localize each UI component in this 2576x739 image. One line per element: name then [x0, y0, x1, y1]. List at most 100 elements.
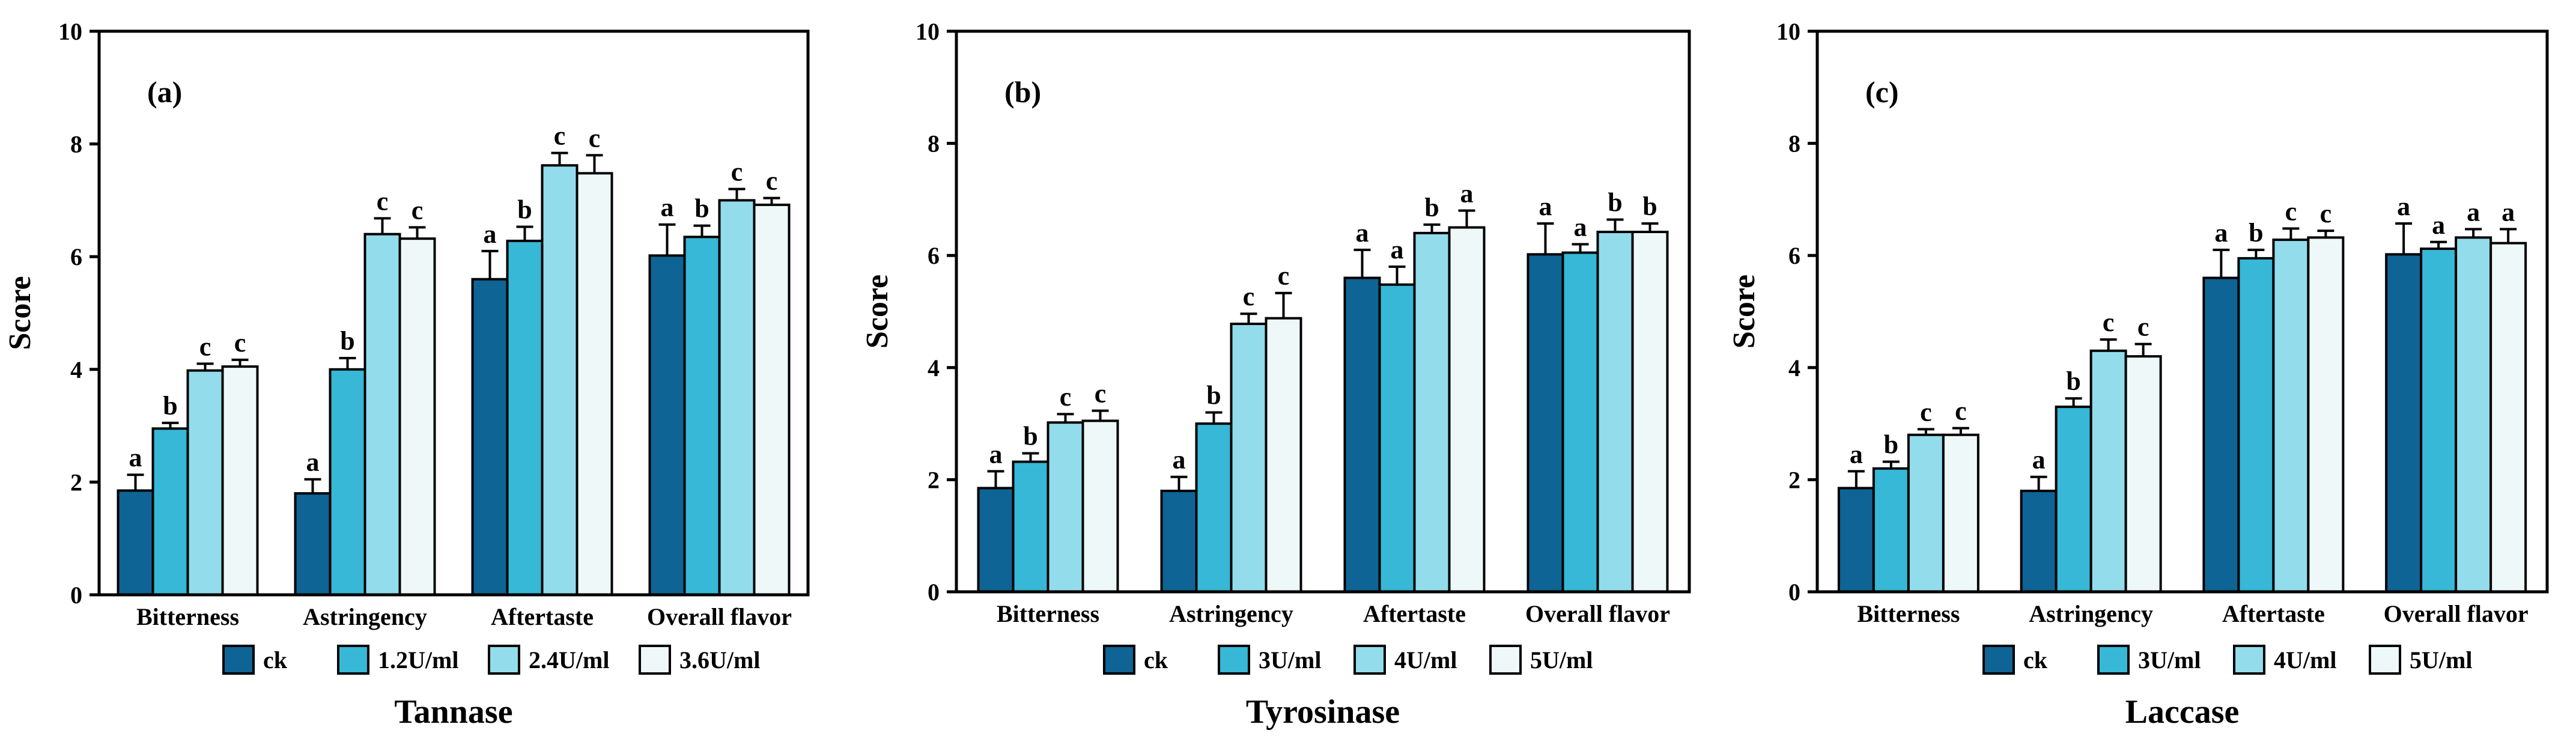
legend-label: 3.6U/ml — [679, 646, 760, 674]
significance-label: a — [1574, 213, 1587, 242]
category-label: Aftertaste — [1363, 600, 1466, 627]
bar-3uml-3 — [1561, 251, 1599, 594]
bar-36uml-0 — [221, 365, 259, 596]
bar-4uml-3 — [2455, 236, 2492, 593]
legend-swatch — [2097, 645, 2130, 675]
panel-label: (c) — [1865, 75, 1899, 109]
significance-label: c — [1060, 382, 1072, 412]
category-label: Astringency — [1169, 600, 1293, 627]
significance-label: a — [1850, 439, 1863, 469]
legend-label: 3U/ml — [1259, 646, 1321, 674]
y-tick-label: 10 — [1776, 18, 1800, 45]
y-tick-label: 4 — [1788, 354, 1800, 382]
bar-ck-0 — [1837, 487, 1875, 594]
significance-label: a — [2032, 445, 2046, 475]
bar-12uml-1 — [329, 368, 366, 596]
legend-swatch — [1103, 645, 1135, 675]
significance-label: b — [1424, 193, 1439, 222]
bar-4uml-0 — [1046, 421, 1084, 593]
significance-label: c — [234, 328, 246, 357]
legend-swatch — [2369, 645, 2401, 675]
significance-label: c — [1920, 397, 1932, 427]
bar-3uml-1 — [1195, 422, 1233, 593]
significance-label: c — [1955, 397, 1967, 426]
legend-label: ck — [2023, 646, 2048, 674]
bar-5uml-3 — [1631, 231, 1669, 594]
significance-label: c — [1095, 379, 1107, 409]
bar-3uml-3 — [2420, 248, 2458, 593]
bar-ck-1 — [1160, 490, 1198, 593]
category-label: Aftertaste — [491, 603, 594, 630]
legend: ck 1.2U/ml 2.4U/ml 3.6U/ml — [222, 645, 760, 675]
bar-5uml-0 — [1081, 419, 1119, 593]
y-tick-label: 2 — [70, 469, 82, 496]
bar-12uml-0 — [151, 427, 189, 596]
plot-frame — [1815, 29, 2549, 594]
bar-ck-0 — [117, 489, 154, 596]
bar-ck-2 — [471, 278, 509, 597]
significance-label: a — [1356, 218, 1369, 248]
significance-label: b — [1608, 187, 1622, 217]
bar-12uml-3 — [683, 236, 721, 596]
y-tick-label: 2 — [928, 466, 940, 493]
plot-frame — [97, 29, 810, 597]
bar-3uml-0 — [1012, 460, 1050, 593]
legend-swatch — [639, 645, 671, 675]
y-tick-label: 0 — [70, 582, 82, 609]
category-label: Bitterness — [136, 603, 239, 630]
bar-4uml-1 — [1230, 323, 1268, 593]
category-label: Bitterness — [1857, 600, 1960, 627]
y-tick-label: 0 — [1788, 579, 1800, 606]
significance-label: b — [1206, 380, 1221, 410]
bar-3uml-2 — [2237, 257, 2275, 593]
y-tick-label: 0 — [928, 579, 940, 606]
bar-4uml-2 — [2272, 239, 2310, 593]
significance-label: a — [129, 443, 142, 472]
significance-label: a — [2397, 192, 2410, 221]
significance-label: c — [412, 195, 424, 225]
significance-label: b — [1884, 430, 1898, 460]
y-tick-label: 6 — [70, 243, 82, 270]
chart-title: Tyrosinase — [1246, 693, 1400, 731]
legend-swatch — [1353, 645, 1386, 675]
significance-label: b — [1023, 422, 1037, 451]
bar-24uml-0 — [186, 369, 224, 597]
bar-36uml-1 — [398, 237, 436, 596]
bar-ck-3 — [2385, 253, 2423, 594]
bar-5uml-3 — [2489, 242, 2527, 593]
significance-label: a — [2502, 197, 2515, 227]
significance-label: c — [2103, 308, 2115, 337]
bar-3uml-2 — [1378, 283, 1416, 593]
bar-36uml-2 — [576, 172, 613, 597]
significance-label: a — [2214, 218, 2228, 248]
significance-label: a — [484, 219, 497, 249]
legend-label: 5U/ml — [1530, 646, 1593, 674]
y-tick-label: 8 — [70, 131, 82, 158]
significance-label: c — [589, 123, 601, 153]
y-tick-label: 6 — [1788, 242, 1800, 269]
significance-label: a — [989, 439, 1003, 469]
y-axis-title: Score — [1727, 275, 1761, 348]
significance-label: c — [2285, 196, 2297, 226]
category-label: Overall flavor — [2384, 600, 2529, 627]
significance-label: b — [1642, 192, 1657, 221]
bar-ck-3 — [1526, 253, 1564, 594]
panel-label: (b) — [1004, 75, 1041, 109]
legend-swatch — [1982, 645, 2015, 675]
significance-label: c — [766, 166, 778, 196]
bar-5uml-2 — [2307, 236, 2345, 593]
legend-swatch — [1489, 645, 1522, 675]
legend-label: 3U/ml — [2138, 646, 2201, 674]
significance-label: b — [340, 326, 354, 356]
y-tick-label: 10 — [58, 18, 82, 45]
significance-label: a — [1460, 179, 1474, 208]
y-tick-label: 4 — [928, 354, 940, 382]
legend-swatch — [222, 645, 255, 675]
significance-label: c — [1243, 282, 1255, 311]
bar-5uml-1 — [2124, 355, 2162, 593]
bar-4uml-3 — [1596, 231, 1634, 594]
category-label: Astringency — [2029, 600, 2153, 627]
